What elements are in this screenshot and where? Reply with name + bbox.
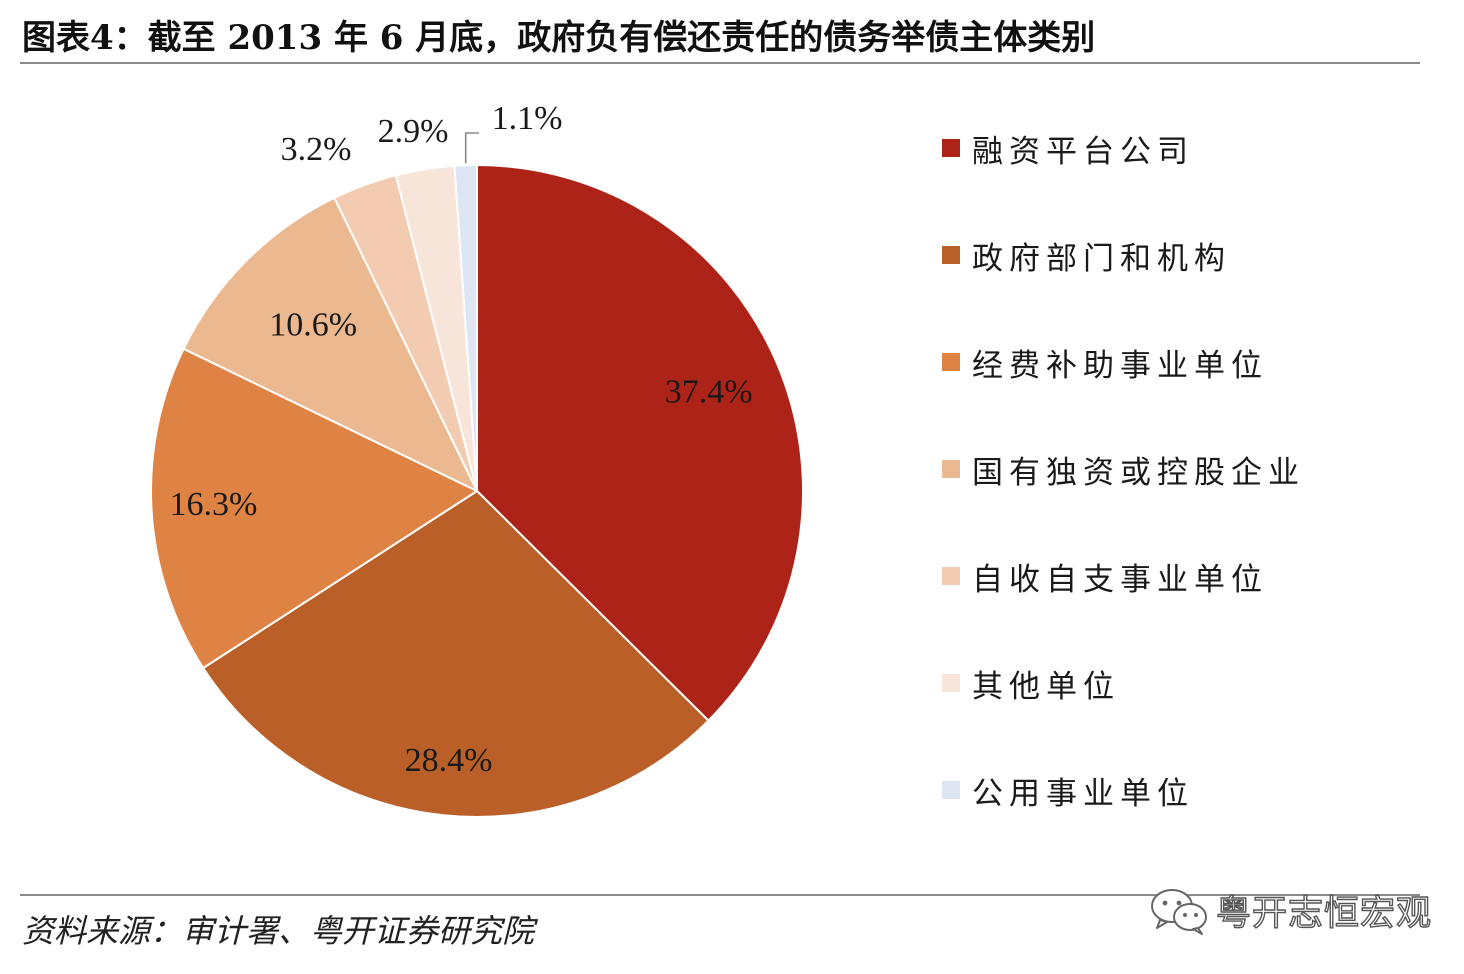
legend-swatch	[942, 460, 960, 478]
legend-label: 自收自支事业单位	[972, 561, 1268, 598]
legend-item: 融资平台公司	[942, 128, 1194, 170]
legend-swatch	[942, 781, 960, 799]
watermark: 粤开志恒宏观	[1148, 884, 1432, 936]
pie-slice	[476, 163, 804, 723]
wechat-icon	[1151, 889, 1207, 935]
slice-label: 1.1%	[492, 100, 563, 137]
pie-slice	[201, 489, 710, 818]
legend-item: 公用事业单位	[942, 770, 1194, 812]
slice-label: 37.4%	[665, 373, 753, 410]
legend-label: 国有独资或控股企业	[972, 454, 1305, 491]
legend-swatch	[942, 139, 960, 157]
legend-swatch	[942, 567, 960, 585]
bottom-divider	[20, 894, 1420, 896]
legend-label: 政府部门和机构	[972, 240, 1231, 277]
pie-slice	[182, 196, 480, 494]
legend-swatch	[942, 674, 960, 692]
slice-label: 28.4%	[405, 742, 493, 779]
source-note: 资料来源：审计署、粤开证券研究院	[22, 912, 535, 950]
slice-label: 3.2%	[281, 131, 352, 168]
slice-label: 16.3%	[169, 486, 257, 523]
legend-label: 其他单位	[972, 668, 1120, 705]
slice-labels: 37.4% 28.4% 16.3% 10.6% 3.2% 2.9% 1.1%	[169, 100, 752, 779]
legend-item: 自收自支事业单位	[942, 556, 1268, 598]
slice-label: 2.9%	[378, 113, 449, 150]
legend-label: 融资平台公司	[972, 133, 1194, 170]
legend-label: 公用事业单位	[972, 775, 1194, 812]
pie-slices	[150, 163, 804, 818]
legend-swatch	[942, 246, 960, 264]
legend-swatch	[942, 353, 960, 371]
legend-item: 经费补助事业单位	[942, 342, 1268, 384]
watermark-text: 粤开志恒宏观	[1215, 893, 1433, 934]
top-divider	[20, 62, 1420, 64]
legend-item: 国有独资或控股企业	[942, 449, 1305, 491]
legend-label: 经费补助事业单位	[972, 347, 1268, 384]
leader-lines	[464, 132, 479, 164]
legend-item: 政府部门和机构	[942, 235, 1231, 277]
slice-label: 10.6%	[269, 306, 357, 343]
chart-title: 图表4：截至 2013 年 6 月底，政府负有偿还责任的债务举债主体类别	[22, 18, 1096, 58]
pie-slice	[453, 163, 478, 492]
leader-line	[464, 132, 479, 164]
legend-item: 其他单位	[942, 663, 1120, 705]
pie-slice	[150, 347, 480, 670]
